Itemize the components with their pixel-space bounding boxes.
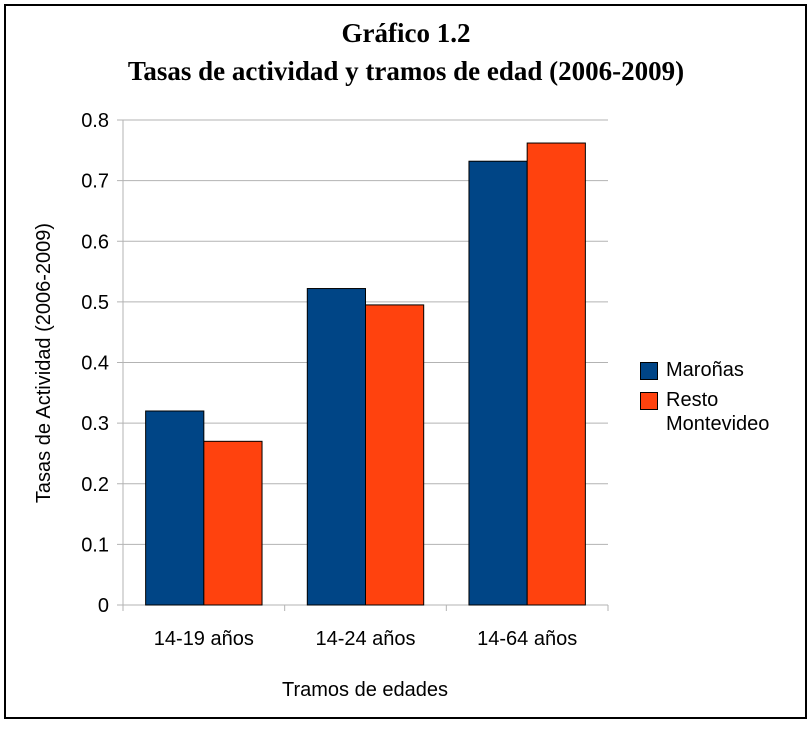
bar <box>468 160 528 606</box>
y-tick-label: 0.1 <box>81 534 109 556</box>
legend-swatch <box>640 362 658 380</box>
legend-label: Maroñas <box>666 359 744 381</box>
bar <box>306 288 366 606</box>
y-tick-label: 0.3 <box>81 413 109 435</box>
y-tick-label: 0.6 <box>81 231 109 253</box>
y-axis-label: Tasas de Actividad (2006-2009) <box>33 223 55 503</box>
legend-item: Maroñas <box>640 358 776 382</box>
bar <box>203 440 263 606</box>
y-tick-label: 0.7 <box>81 171 109 193</box>
y-tick-label: 0.5 <box>81 292 109 314</box>
y-tick-label: 0.4 <box>81 353 109 375</box>
x-tick-label: 14-19 años <box>154 628 254 650</box>
legend-swatch <box>640 392 658 410</box>
bar <box>145 410 205 606</box>
y-tick-label: 0 <box>98 595 109 617</box>
x-axis-label: Tramos de edades <box>282 679 448 701</box>
x-tick-label: 14-24 años <box>315 628 415 650</box>
frame <box>4 4 807 719</box>
chart-subtitle: Tasas de actividad y tramos de edad (200… <box>128 56 684 86</box>
y-tick-label: 0.8 <box>81 110 109 132</box>
legend-item: Resto Montevideo <box>640 388 776 436</box>
bar <box>365 304 425 606</box>
legend-label: Resto Montevideo <box>666 389 770 435</box>
y-tick-label: 0.2 <box>81 474 109 496</box>
x-tick-label: 14-64 años <box>477 628 577 650</box>
chart-title: Gráfico 1.2 <box>342 18 471 48</box>
legend: Maroñas Resto Montevideo <box>640 358 776 442</box>
bar <box>526 142 586 606</box>
